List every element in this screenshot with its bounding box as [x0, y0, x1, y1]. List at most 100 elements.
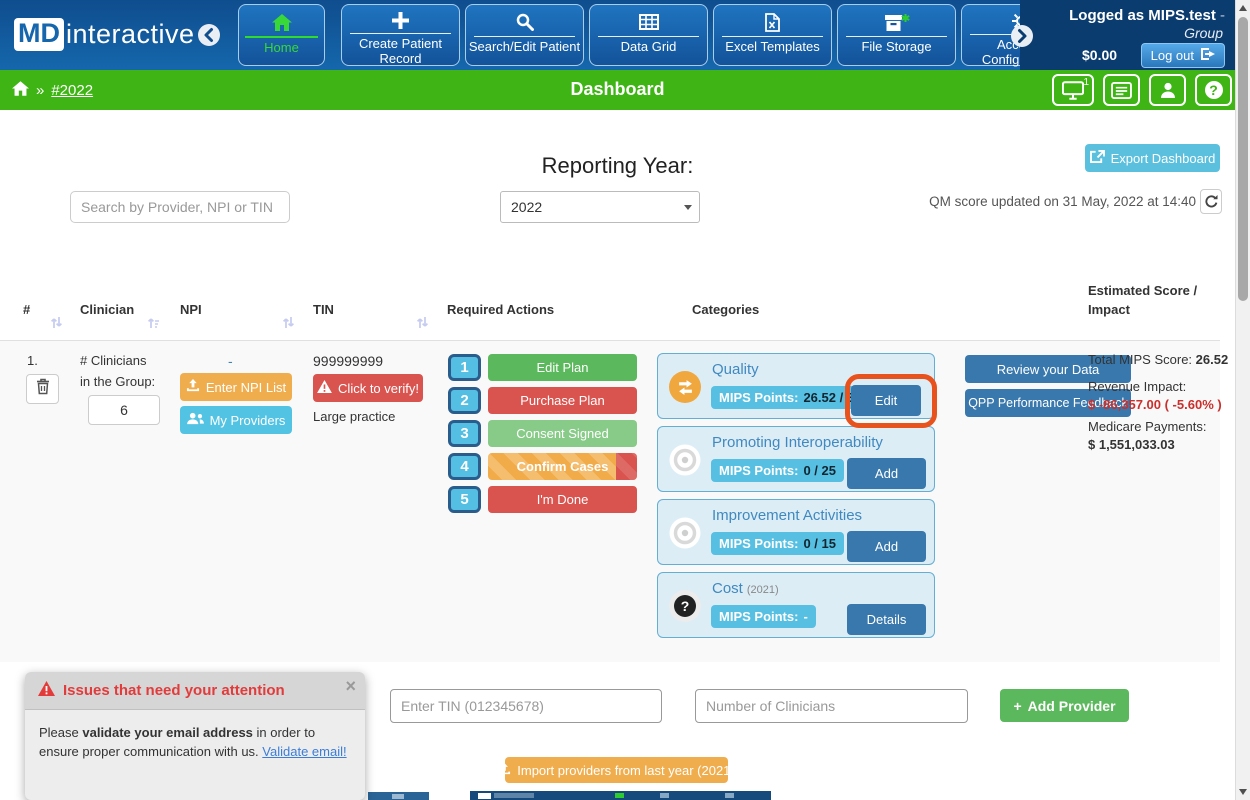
storage-box-icon [884, 12, 910, 32]
sort-icon[interactable] [50, 316, 63, 334]
step-im-done: 5 I'm Done [448, 486, 637, 513]
review-your-data-button[interactable]: Review your Data [965, 355, 1131, 383]
exit-door-icon [1200, 47, 1215, 64]
scroll-down-arrow[interactable] [1239, 789, 1247, 795]
step-number[interactable]: 5 [448, 486, 481, 513]
trash-icon [36, 378, 50, 400]
verify-tin-button[interactable]: Click to verify! [313, 374, 423, 402]
chevron-right-icon[interactable] [1011, 25, 1033, 47]
quality-edit-button[interactable]: Edit [851, 385, 921, 416]
account-role: Group [1184, 25, 1223, 41]
grid-icon [638, 12, 659, 32]
step-number[interactable]: 4 [448, 453, 481, 480]
breadcrumb-separator: » [36, 82, 45, 99]
step-edit-plan: 1 Edit Plan [448, 354, 637, 381]
refresh-button[interactable] [1200, 189, 1222, 214]
quality-link[interactable]: Quality [712, 361, 759, 378]
nav-item-excel-templates[interactable]: Excel Templates [713, 4, 832, 66]
step-number[interactable]: 1 [448, 354, 481, 381]
user-panel: Logged as MIPS.test - Group $0.00 Log ou… [1020, 0, 1235, 70]
home-icon[interactable] [12, 81, 29, 100]
progress-remainder-bar [616, 453, 637, 480]
nav-item-create-patient[interactable]: Create Patient Record [341, 4, 460, 66]
issues-popup-header: Issues that need your attention × [25, 672, 365, 710]
my-providers-button[interactable]: My Providers [180, 406, 292, 434]
brand-logo[interactable]: MD interactive [14, 18, 195, 51]
help-button[interactable]: ? [1195, 74, 1232, 106]
sort-icon[interactable] [416, 316, 429, 334]
nav-item-search-patient[interactable]: Search/Edit Patient [465, 4, 584, 66]
scrollbar-thumb[interactable] [1238, 17, 1248, 301]
provider-search-input[interactable] [70, 191, 290, 223]
cost-details-button[interactable]: Details [847, 604, 926, 635]
sort-icon[interactable] [147, 316, 160, 334]
cost-link[interactable]: Cost (2021) [712, 580, 779, 597]
question-circle-icon: ? [669, 590, 701, 622]
export-dashboard-button[interactable]: Export Dashboard [1085, 144, 1220, 172]
col-header-npi: NPI [180, 302, 202, 317]
clinician-count-input[interactable] [88, 395, 160, 425]
nav-item-data-grid[interactable]: Data Grid [589, 4, 708, 66]
col-header-categories: Categories [692, 302, 760, 317]
ia-link[interactable]: Improvement Activities [712, 507, 863, 524]
close-icon[interactable]: × [345, 676, 356, 696]
ia-add-button[interactable]: Add [847, 531, 926, 562]
import-providers-button[interactable]: Import providers from last year (2021) [499, 757, 735, 783]
medicare-payments-label: Medicare Payments: [1088, 419, 1207, 434]
required-actions-steps: 1 Edit Plan 2 Purchase Plan 3 Consent Si… [448, 354, 637, 513]
validate-email-link[interactable]: Validate email! [262, 744, 347, 759]
nav-item-file-storage[interactable]: File Storage [837, 4, 956, 66]
nav-item-home[interactable]: Home [238, 4, 325, 66]
news-list-button[interactable] [1103, 74, 1140, 106]
enter-npi-list-button[interactable]: Enter NPI List [180, 373, 292, 401]
nav-separator [598, 36, 699, 37]
logout-button[interactable]: Log out [1140, 43, 1225, 68]
issues-popup-title: Issues that need your attention [63, 682, 285, 699]
search-icon [516, 12, 534, 32]
nav-item-label: Data Grid [620, 39, 677, 54]
mips-points-badge: MIPS Points: 0 / 15 [711, 532, 844, 555]
monitor-sessions-button[interactable]: 1 [1052, 74, 1094, 106]
medicare-payments-value: $ 1,551,033.03 [1088, 437, 1175, 452]
scroll-up-arrow[interactable] [1239, 5, 1247, 11]
sort-icon[interactable] [282, 316, 295, 334]
confirm-cases-button[interactable]: Confirm Cases [488, 453, 637, 480]
step-number[interactable]: 2 [448, 387, 481, 414]
categories-column: Quality MIPS Points: 26.52 / 30 Edit Pro… [657, 353, 935, 638]
npi-value: - [228, 353, 233, 369]
purchase-plan-button[interactable]: Purchase Plan [488, 387, 637, 414]
number-of-clinicians-input[interactable] [695, 689, 968, 723]
pi-link[interactable]: Promoting Interoperability [712, 434, 883, 451]
breadcrumb-year-link[interactable]: #2022 [51, 82, 94, 99]
page-title: Dashboard [570, 79, 665, 99]
category-card-improvement-activities: Improvement Activities MIPS Points: 0 / … [657, 499, 935, 565]
col-header-clinician: Clinician [80, 302, 135, 317]
revenue-impact-value: $ -86,357.00 ( -5.60% ) [1088, 397, 1222, 412]
cost-year-note: (2021) [746, 584, 779, 596]
clinician-label-line2: in the Group: [80, 374, 156, 389]
delete-provider-button[interactable] [26, 374, 59, 404]
year-select[interactable]: 2022 [500, 191, 700, 223]
vertical-scrollbar [1235, 0, 1250, 800]
pi-add-button[interactable]: Add [847, 458, 926, 489]
nav-separator [846, 36, 947, 37]
step-purchase-plan: 2 Purchase Plan [448, 387, 637, 414]
im-done-button[interactable]: I'm Done [488, 486, 637, 513]
exchange-arrows-icon [669, 371, 701, 403]
consent-signed-button[interactable]: Consent Signed [488, 420, 637, 447]
add-provider-button[interactable]: + Add Provider [1000, 689, 1129, 722]
tutorial-thumbnail [368, 792, 429, 800]
clinician-label-line1: # Clinicians [80, 353, 147, 368]
chevron-left-icon[interactable] [198, 24, 220, 46]
qm-status-text: QM score updated on 31 May, 2022 at 14:4… [929, 194, 1196, 209]
upload-icon [498, 762, 511, 778]
home-icon [271, 12, 292, 32]
step-number[interactable]: 3 [448, 420, 481, 447]
profile-button[interactable] [1149, 74, 1186, 106]
breadcrumb: » #2022 [12, 81, 93, 100]
edit-plan-button[interactable]: Edit Plan [488, 354, 637, 381]
export-icon [1089, 150, 1105, 166]
enter-tin-input[interactable] [390, 689, 662, 723]
qpp-performance-feedback-button[interactable]: QPP Performance Feedback [965, 389, 1131, 417]
